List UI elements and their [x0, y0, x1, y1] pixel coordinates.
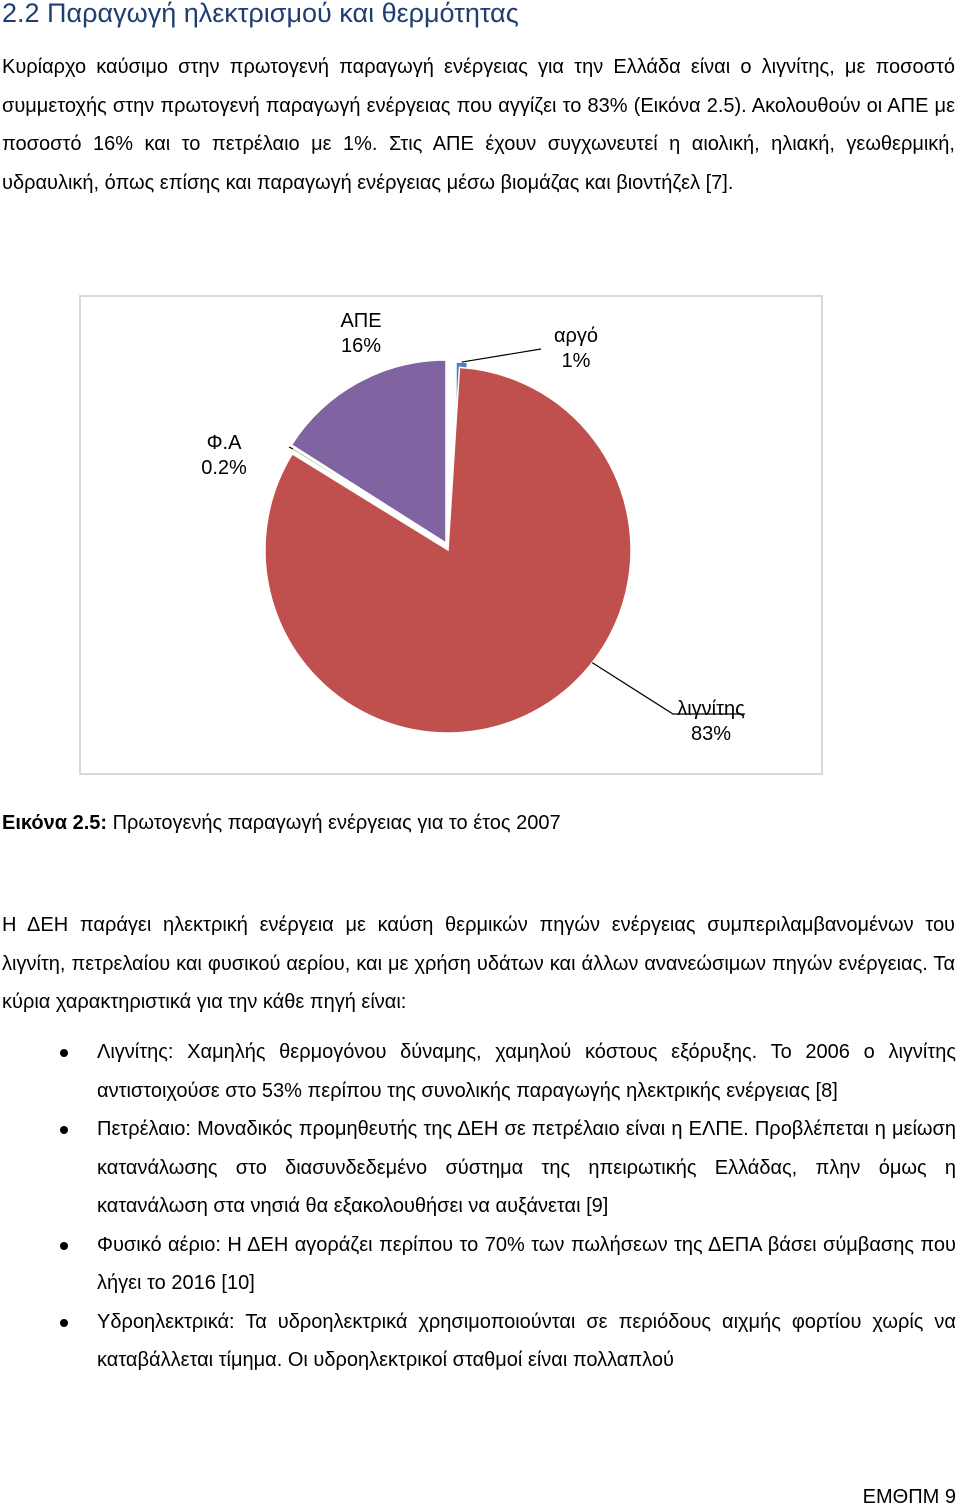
label-argo: αργό 1%: [541, 324, 611, 374]
label-argo-name: αργό: [553, 325, 599, 347]
bullet-icon: [60, 1318, 68, 1327]
pie-slice-3: [290, 359, 447, 545]
label-ape-name: ΑΠΕ: [340, 310, 382, 332]
label-fa-value: 0.2%: [201, 457, 247, 479]
bullet-icon: [60, 1126, 68, 1134]
pie-chart: [264, 348, 745, 734]
bullet-icon: [60, 1241, 68, 1250]
caption-text: Πρωτογενής παραγωγή ενέργειας για το έτο…: [107, 812, 561, 834]
label-argo-value: 1%: [561, 350, 591, 372]
leader-line-1: [591, 662, 745, 715]
leader-line-2: [288, 446, 294, 450]
pie-slice-2: [291, 446, 449, 547]
list-item: Υδροηλεκτρικά: Τα υδροηλεκτρικά χρησιμοπ…: [0, 1303, 956, 1380]
section-heading: 2.2 Παραγωγή ηλεκτρισμού και θερμότητας: [2, 0, 519, 28]
label-lignitis-value: 83%: [690, 723, 732, 745]
label-lignitis: λιγνίτης 83%: [666, 697, 756, 747]
figure-caption: Εικόνα 2.5: Πρωτογενής παραγωγή ενέργεια…: [2, 812, 561, 835]
label-fa: Φ.Α 0.2%: [194, 431, 254, 481]
list-item: Πετρέλαιο: Μοναδικός προμηθευτής της ΔΕΗ…: [0, 1110, 956, 1226]
list-item-text: Πετρέλαιο: Μοναδικός προμηθευτής της ΔΕΗ…: [97, 1118, 956, 1217]
label-fa-name: Φ.Α: [206, 432, 242, 454]
source-list: Λιγνίτης: Χαμηλής θερμογόνου δύναμης, χα…: [0, 1033, 956, 1380]
label-ape-value: 16%: [340, 335, 382, 357]
pie-slice-1: [264, 366, 632, 734]
label-ape: ΑΠΕ 16%: [331, 309, 391, 359]
body-paragraph: Η ΔΕΗ παράγει ηλεκτρική ενέργεια με καύσ…: [2, 914, 955, 1013]
list-item: Φυσικό αέριο: Η ΔΕΗ αγοράζει περίπου το …: [0, 1226, 956, 1303]
list-item-text: Υδροηλεκτρικά: Τα υδροηλεκτρικά χρησιμοπ…: [97, 1310, 956, 1372]
caption-label: Εικόνα 2.5:: [2, 812, 108, 834]
label-lignitis-name: λιγνίτης: [677, 698, 745, 720]
leader-line-0: [461, 348, 542, 363]
list-item-text: Φυσικό αέριο: Η ΔΕΗ αγοράζει περίπου το …: [97, 1233, 956, 1295]
page-footer: ΕΜΘΠΜ 9: [862, 1486, 956, 1508]
intro-paragraph: Κυρίαρχο καύσιμο στην πρωτογενή παραγωγή…: [2, 56, 955, 194]
pie-chart-frame: ΑΠΕ 16% αργό 1% Φ.Α 0.2% λιγνίτης 83%: [79, 295, 823, 775]
bullet-icon: [60, 1049, 68, 1057]
list-item: Λιγνίτης: Χαμηλής θερμογόνου δύναμης, χα…: [0, 1033, 956, 1110]
list-item-text: Λιγνίτης: Χαμηλής θερμογόνου δύναμης, χα…: [97, 1041, 956, 1102]
